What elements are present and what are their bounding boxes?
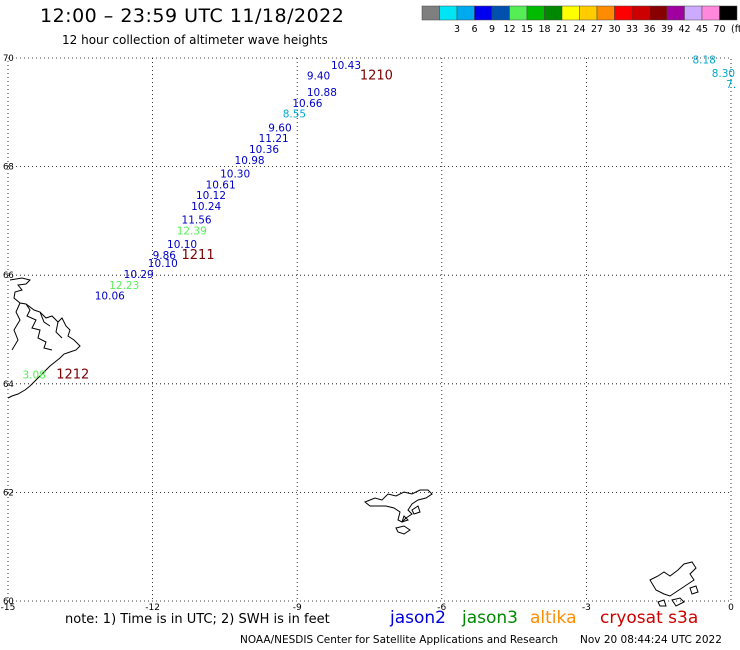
time-labels: 1210 1211 1212 xyxy=(56,69,393,383)
longitude-tick-label: -3 xyxy=(582,603,591,613)
satellite-jason3-label: jason3 xyxy=(462,608,518,628)
legend-tick-label: 36 xyxy=(643,24,655,35)
generation-timestamp: Nov 20 08:44:24 UTC 2022 xyxy=(580,634,722,646)
legend-tick-label: 30 xyxy=(608,24,620,35)
wave-height-value: 10.06 xyxy=(95,291,125,303)
wave-height-value: 9.86 xyxy=(153,250,177,262)
wave-height-value: 3.08 xyxy=(22,369,45,381)
legend-swatch xyxy=(614,5,633,21)
wave-height-value: 10.43 xyxy=(331,60,361,72)
wave-height-value: 7. xyxy=(726,79,736,91)
map-subtitle: 12 hour collection of altimeter wave hei… xyxy=(62,33,328,47)
latitude-tick-label: 70 xyxy=(3,54,14,64)
map-frame xyxy=(7,57,732,602)
longitude-tick-label: 0 xyxy=(728,603,734,613)
wave-height-value: 10.29 xyxy=(124,269,154,281)
legend-unit: (ft) xyxy=(731,24,740,35)
wave-height-value: 12.23 xyxy=(109,280,139,292)
legend-swatch xyxy=(491,5,510,21)
wave-height-value: 10.36 xyxy=(249,144,279,156)
pass-time-label: 1211 xyxy=(182,248,215,263)
legend-tick-label: 27 xyxy=(591,24,603,35)
wave-height-value: 9.40 xyxy=(307,71,330,83)
wave-height-value: 10.10 xyxy=(148,258,178,270)
wave-height-value: 9.60 xyxy=(268,122,291,134)
legend-swatch xyxy=(456,5,475,21)
legend-tick-label: 18 xyxy=(538,24,550,35)
legend-swatch xyxy=(474,5,493,21)
legend-swatch xyxy=(596,5,615,21)
legend-swatch xyxy=(701,5,720,21)
shetland-islands xyxy=(649,561,697,597)
credit-text: NOAA/NESDIS Center for Satellite Applica… xyxy=(240,634,558,646)
legend-swatch xyxy=(719,5,738,21)
latitude-tick-label: 60 xyxy=(3,597,14,607)
map-title: 12:00 – 23:59 UTC 11/18/2022 xyxy=(40,5,345,27)
legend-tick-label: 33 xyxy=(626,24,638,35)
wave-height-value: 10.66 xyxy=(292,98,322,110)
longitude-tick-label: -15 xyxy=(1,603,16,613)
iceland-coast xyxy=(7,277,81,399)
iceland-fjords xyxy=(11,302,63,351)
wave-height-value: 10.12 xyxy=(196,190,226,202)
shetland-islets xyxy=(657,585,699,607)
legend-swatch xyxy=(649,5,668,21)
wave-height-value: 10.61 xyxy=(206,179,236,191)
legend-tick-label: 15 xyxy=(521,24,533,35)
legend-swatch xyxy=(579,5,598,21)
wave-height-value: 11.21 xyxy=(259,133,289,145)
faroe-islets xyxy=(395,505,421,535)
wave-height-value: 10.88 xyxy=(307,87,337,99)
longitude-tick-label: -6 xyxy=(437,603,446,613)
legend-tick-label: 3 xyxy=(454,24,460,35)
longitude-tick-label: -12 xyxy=(145,603,160,613)
wave-height-value: 10.30 xyxy=(220,168,250,180)
legend-tick-label: 9 xyxy=(489,24,495,35)
legend-swatch xyxy=(544,5,563,21)
pass-time-label: 1212 xyxy=(56,367,89,382)
legend-tick-label: 70 xyxy=(713,24,725,35)
units-note: note: 1) Time is in UTC; 2) SWH is in fe… xyxy=(65,612,330,627)
satellite-jason2-label: jason2 xyxy=(390,608,446,628)
wave-height-points: 10.439.4010.8810.668.559.6011.2110.3610.… xyxy=(22,54,736,381)
faroe-islands xyxy=(364,489,433,523)
legend-tick-label: 12 xyxy=(503,24,515,35)
legend-tick-label: 6 xyxy=(471,24,477,35)
wave-height-value: 10.98 xyxy=(235,155,265,167)
wave-height-value: 12.39 xyxy=(177,225,207,237)
satellite-altika-label: altika xyxy=(530,608,577,628)
legend-swatch xyxy=(509,5,528,21)
latitude-tick-label: 62 xyxy=(3,488,14,498)
latitude-tick-label: 66 xyxy=(3,271,14,281)
legend-tick-label: 42 xyxy=(678,24,690,35)
wave-height-value: 8.30 xyxy=(712,68,735,80)
legend-swatch xyxy=(561,5,580,21)
wave-height-value: 8.18 xyxy=(692,54,715,66)
legend-swatch xyxy=(684,5,703,21)
land-outlines xyxy=(7,277,699,607)
legend-swatch xyxy=(631,5,650,21)
legend-swatch xyxy=(526,5,545,21)
latitude-tick-label: 64 xyxy=(3,380,14,390)
longitude-tick-label: -9 xyxy=(293,603,302,613)
wave-height-value: 8.55 xyxy=(283,109,306,121)
wave-height-value: 10.10 xyxy=(167,239,197,251)
pass-time-label: 1210 xyxy=(360,69,393,84)
satellite-cryosat-label: cryosat s3a xyxy=(600,608,699,628)
wave-height-value: 10.24 xyxy=(191,201,221,213)
legend-tick-label: 39 xyxy=(661,24,673,35)
legend-tick-label: 21 xyxy=(556,24,568,35)
latitude-tick-label: 68 xyxy=(3,163,14,173)
credit-line: NOAA/NESDIS Center for Satellite Applica… xyxy=(240,634,722,646)
legend-swatch xyxy=(666,5,685,21)
map-grid: -15 -12 -9 -6 -3 0 70 68 66 64 62 60 xyxy=(1,54,734,613)
legend-swatch xyxy=(439,5,458,21)
legend-tick-label: 24 xyxy=(573,24,585,35)
legend-swatch xyxy=(421,5,440,21)
wave-height-value: 11.56 xyxy=(182,215,212,227)
legend-tick-label: 45 xyxy=(696,24,708,35)
